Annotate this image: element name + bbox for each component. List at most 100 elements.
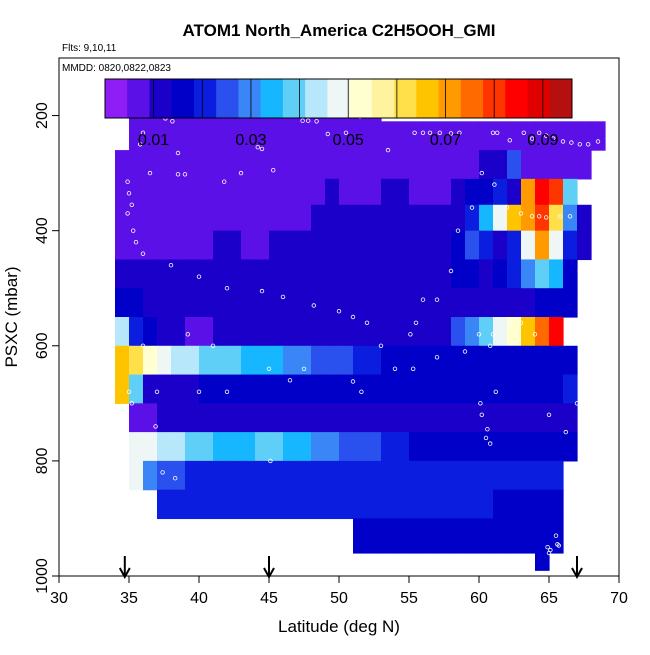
heatmap-cell — [325, 460, 340, 491]
heatmap-cell — [493, 403, 508, 433]
heatmap-cell — [213, 403, 228, 433]
measurement-point — [378, 343, 384, 348]
heatmap-cell — [185, 403, 200, 433]
flights-label: Flts: 9,10,11 — [62, 43, 117, 54]
heatmap-cell — [535, 552, 550, 571]
y-tick-label: 200 — [34, 102, 51, 129]
measurement-point — [507, 320, 512, 325]
heatmap-cell — [409, 432, 424, 462]
heatmap-cell — [297, 317, 312, 347]
heatmap-cell — [171, 288, 186, 318]
heatmap-cell — [423, 121, 438, 151]
heatmap-cell — [171, 460, 186, 491]
heatmap-cell — [577, 204, 592, 232]
heatmap-cell — [367, 432, 382, 462]
heatmap-cell — [255, 460, 270, 491]
heatmap-cell — [423, 489, 438, 520]
heatmap-cell — [283, 460, 298, 491]
heatmap-cell — [325, 374, 340, 404]
measurement-point — [448, 131, 454, 136]
heatmap-cell — [535, 460, 550, 491]
heatmap-cell — [213, 204, 228, 232]
x-tick-label: 45 — [260, 590, 278, 607]
heatmap-cell — [339, 460, 354, 491]
heatmap-cell — [213, 230, 228, 261]
heatmap-cell — [171, 317, 186, 347]
heatmap-cell — [507, 374, 522, 404]
heatmap-cell — [143, 230, 158, 261]
heatmap-cell — [325, 288, 340, 318]
heatmap-cell — [465, 178, 480, 206]
heatmap-cell — [493, 259, 508, 289]
heatmap-cell — [423, 230, 438, 261]
heatmap-cell — [591, 121, 606, 151]
colorbar-segment — [149, 79, 173, 118]
measurement-point — [221, 179, 227, 184]
heatmap-cell — [493, 345, 508, 376]
heatmap-cell — [563, 374, 578, 404]
heatmap-cell — [353, 489, 368, 520]
heatmap-cell — [395, 230, 410, 261]
heatmap-cell — [437, 317, 452, 347]
heatmap-cell — [395, 403, 410, 433]
heatmap-cell — [339, 489, 354, 520]
heatmap-cell — [199, 317, 214, 347]
heatmap-cell — [395, 518, 410, 554]
heatmap-cell — [353, 432, 368, 462]
flight-arrow — [263, 556, 275, 580]
measurement-point — [359, 389, 364, 394]
measurement-point — [518, 211, 524, 216]
heatmap-cell — [269, 150, 284, 180]
heatmap-cell — [227, 230, 242, 261]
heatmap-cell — [563, 432, 578, 462]
heatmap-cell — [451, 121, 466, 151]
heatmap-cell — [297, 178, 312, 206]
heatmap-cell — [269, 345, 284, 376]
heatmap-cell — [311, 259, 326, 289]
measurement-point — [448, 268, 454, 274]
heatmap-cell — [255, 204, 270, 232]
heatmap-cell — [409, 150, 424, 180]
heatmap-cell — [381, 121, 396, 151]
heatmap-cell — [255, 345, 270, 376]
x-tick-label: 50 — [330, 590, 348, 607]
heatmap-cell — [185, 204, 200, 232]
colorbar-frame — [104, 78, 573, 119]
heatmap-cell — [213, 432, 228, 462]
heatmap-cell — [381, 230, 396, 261]
measurement-point — [160, 470, 165, 475]
heatmap-cell — [311, 317, 326, 347]
heatmap-cell — [409, 518, 424, 554]
heatmap-cell — [311, 288, 326, 318]
measurement-point — [350, 314, 356, 320]
heatmap-cell — [213, 374, 228, 404]
heatmap-cell — [367, 489, 382, 520]
heatmap-cell — [213, 317, 228, 347]
heatmap-cell — [367, 230, 382, 261]
heatmap-cell — [535, 403, 550, 433]
heatmap-cell — [451, 489, 466, 520]
heatmap-cell — [269, 121, 284, 151]
heatmap-cell — [227, 121, 242, 151]
x-tick-label: 65 — [540, 590, 558, 607]
heatmap-cell — [409, 374, 424, 404]
heatmap-cell — [507, 150, 522, 180]
heatmap-cell — [269, 317, 284, 347]
heatmap-cell — [353, 204, 368, 232]
heatmap-cell — [157, 345, 172, 376]
measurement-point — [413, 320, 419, 325]
measurement-point — [595, 139, 601, 144]
measurement-point — [125, 211, 130, 216]
heatmap-cell — [479, 121, 494, 151]
heatmap-cell — [325, 403, 340, 433]
heatmap-cell — [367, 259, 382, 289]
heatmap-cell — [451, 403, 466, 433]
heatmap-cell — [507, 259, 522, 289]
heatmap-cell — [465, 204, 480, 232]
heatmap-cell — [185, 150, 200, 180]
measurement-point — [577, 142, 582, 147]
measurement-point — [185, 332, 190, 337]
heatmap-cell — [465, 259, 480, 289]
heatmap-cell — [157, 489, 172, 520]
measurement-point — [306, 118, 311, 123]
